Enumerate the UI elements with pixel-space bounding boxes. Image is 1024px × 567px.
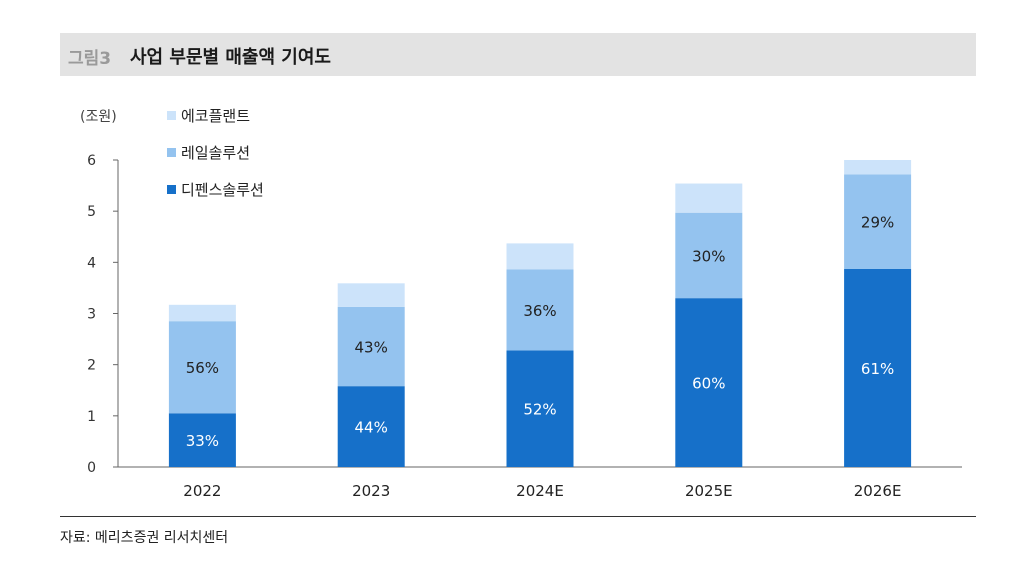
y-tick-label: 2: [87, 358, 96, 374]
bar-segment: [675, 212, 743, 299]
x-tick-label: 2022: [183, 482, 221, 500]
bar-segment: [506, 269, 574, 351]
data-label: 30%: [692, 247, 725, 265]
source-note: 자료: 메리츠증권 리서치센터: [60, 530, 229, 546]
legend-swatch: [167, 185, 176, 194]
legend-swatch: [167, 148, 176, 157]
bar-segment: [844, 268, 912, 467]
y-tick-label: 4: [87, 255, 96, 271]
bar-segment: [168, 321, 236, 414]
data-label: 56%: [186, 359, 219, 377]
x-tick-label: 2026E: [854, 482, 902, 500]
bar-segment: [337, 386, 405, 467]
x-tick-label: 2025E: [685, 482, 733, 500]
legend-swatch: [167, 111, 176, 120]
bar-segment: [337, 283, 405, 307]
data-label: 33%: [186, 432, 219, 450]
bar-segment: [168, 304, 236, 322]
x-tick-label: 2023: [352, 482, 390, 500]
data-label: 36%: [523, 302, 556, 320]
x-tick-label: 2024E: [516, 482, 564, 500]
data-label: 60%: [692, 375, 725, 393]
y-tick-label: 1: [87, 409, 96, 425]
y-tick-label: 3: [87, 307, 96, 323]
footer-divider: [60, 516, 976, 517]
data-label: 43%: [355, 339, 388, 357]
bar-segment: [675, 183, 743, 213]
bar-segment: [844, 160, 912, 175]
y-tick-label: 0: [87, 460, 96, 476]
legend-label: 레일솔루션: [181, 144, 250, 162]
page-title: 사업 부문별 매출액 기여도: [130, 47, 331, 68]
title-bar: 그림3 사업 부문별 매출액 기여도: [60, 33, 976, 76]
data-label: 29%: [861, 214, 894, 232]
bar-segment: [506, 243, 574, 270]
data-label: 52%: [523, 401, 556, 419]
figure-number: 그림3: [68, 49, 112, 69]
data-label: 44%: [355, 419, 388, 437]
bar-segment: [506, 350, 574, 467]
legend-label: 디펜스솔루션: [181, 181, 264, 199]
y-tick-label: 5: [87, 204, 96, 220]
bar-segment: [675, 298, 743, 467]
y-unit-label: (조원): [80, 109, 117, 125]
bar-segment: [337, 306, 405, 387]
y-tick-label: 6: [87, 153, 96, 169]
data-label: 61%: [861, 360, 894, 378]
legend-label: 에코플랜트: [181, 107, 250, 125]
bar-segment: [168, 413, 236, 467]
bar-segment: [844, 174, 912, 269]
